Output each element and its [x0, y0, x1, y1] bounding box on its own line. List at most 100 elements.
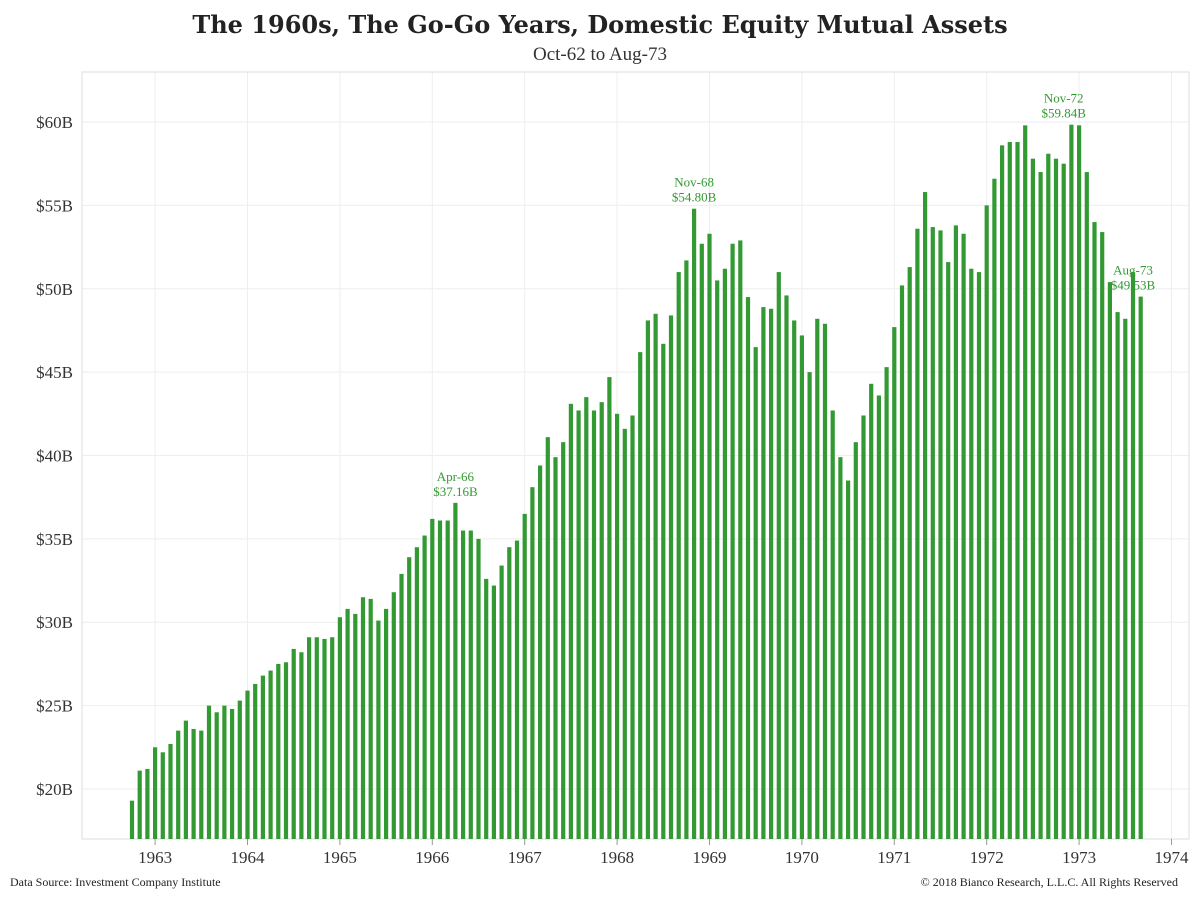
y-tick-label: $30B [36, 613, 73, 632]
bar [1046, 153, 1051, 840]
x-tick-label: 1967 [508, 848, 543, 867]
copyright-note: © 2018 Bianco Research, L.L.C. All Right… [920, 875, 1178, 889]
bar [253, 683, 258, 839]
y-tick-label: $20B [36, 780, 73, 799]
bar [568, 403, 573, 839]
bar [145, 768, 150, 839]
bar [1123, 318, 1128, 839]
bar [553, 457, 558, 839]
bar [799, 335, 804, 839]
bar [299, 652, 304, 839]
bar [437, 520, 443, 839]
bar [1107, 282, 1112, 839]
bar [923, 192, 928, 839]
bar [907, 267, 912, 839]
bar [946, 262, 951, 839]
bar [353, 613, 358, 839]
x-tick-label: 1963 [138, 848, 172, 867]
annotation-value: $59.84B [1041, 106, 1086, 121]
bar [707, 233, 712, 840]
bar [160, 752, 165, 839]
bar [191, 728, 196, 839]
data-source-note: Data Source: Investment Company Institut… [10, 875, 221, 889]
bar [745, 297, 751, 839]
x-tick-label: 1966 [415, 848, 449, 867]
bar [307, 637, 312, 839]
y-tick-label: $45B [36, 363, 73, 382]
bar [645, 320, 650, 840]
y-tick-label: $35B [36, 530, 73, 549]
bar [584, 397, 589, 839]
annotation-value: $37.16B [433, 484, 478, 499]
bar [530, 487, 535, 839]
bar [237, 700, 242, 839]
x-tick-label: 1972 [970, 848, 1004, 867]
y-tick-label: $50B [36, 280, 73, 299]
x-tick-label: 1970 [785, 848, 819, 867]
bar [784, 295, 789, 839]
bar [876, 395, 881, 839]
bar [245, 690, 250, 839]
bar [699, 243, 704, 839]
bar [1007, 142, 1012, 839]
x-tick-label: 1971 [877, 848, 911, 867]
bar [1023, 125, 1028, 840]
bar [514, 540, 520, 839]
bar [168, 743, 173, 839]
annotation-period: Aug-73 [1113, 263, 1153, 278]
bar [576, 410, 581, 839]
bar [976, 272, 982, 840]
bar [484, 578, 489, 839]
bar [792, 320, 797, 840]
bar [391, 592, 396, 839]
bar [414, 547, 419, 839]
bar [846, 480, 851, 839]
bar [206, 705, 212, 839]
bar [830, 410, 835, 839]
x-tick-label: 1973 [1062, 848, 1096, 867]
bar [507, 547, 512, 839]
bar [730, 243, 735, 839]
bar [899, 285, 905, 839]
bar [1053, 158, 1059, 839]
bar [853, 442, 858, 839]
bar [1038, 172, 1043, 840]
bar [668, 315, 674, 840]
bar [776, 272, 781, 840]
bar [453, 502, 458, 839]
bar [330, 637, 335, 839]
bar [345, 608, 350, 839]
bar [676, 272, 681, 840]
bar [129, 800, 135, 839]
bar [861, 415, 866, 839]
bar [376, 620, 381, 839]
bar [738, 240, 743, 840]
bar [591, 410, 597, 839]
bar [715, 280, 720, 839]
bar [1000, 145, 1005, 839]
bar [522, 513, 527, 839]
plot-frame [81, 71, 1190, 840]
bar [838, 457, 843, 839]
bar [461, 530, 466, 839]
bar [276, 663, 281, 839]
bar [538, 465, 543, 839]
bar [445, 520, 450, 839]
bar [599, 402, 604, 839]
y-tick-label: $25B [36, 697, 73, 716]
bar [938, 230, 943, 840]
x-axis: 1963 1964 1965 1966 1967 1968 1969 1970 1971 1972… [138, 839, 1189, 867]
annotation-period: Nov-72 [1044, 91, 1084, 106]
y-axis: $20B $25B $30B $35B $40B $45B $50B $55B $60B [36, 113, 73, 799]
bar [653, 313, 658, 839]
bar [422, 535, 427, 839]
bar [992, 178, 997, 840]
bar [337, 617, 342, 839]
bar [622, 428, 627, 839]
bar [761, 307, 766, 839]
bar [815, 318, 820, 839]
bar [561, 442, 566, 839]
bar [692, 208, 697, 840]
bar [1092, 222, 1097, 840]
